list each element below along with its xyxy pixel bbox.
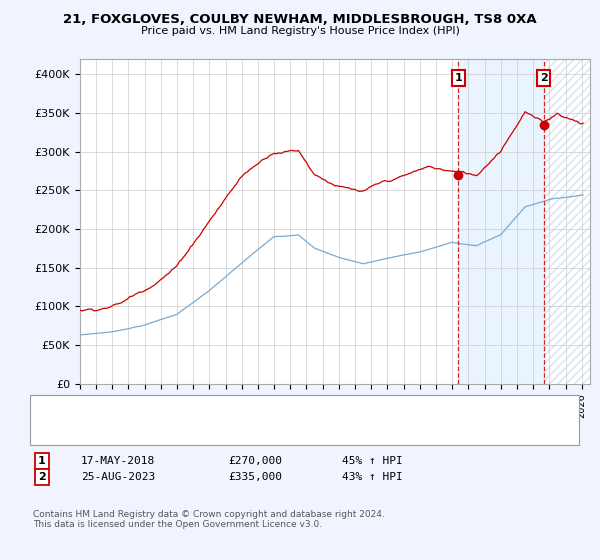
Text: 17-MAY-2018: 17-MAY-2018 bbox=[81, 456, 155, 466]
Text: HPI: Average price, detached house, Middlesbrough: HPI: Average price, detached house, Midd… bbox=[81, 426, 339, 436]
Text: 1: 1 bbox=[454, 73, 462, 83]
Bar bbox=[544, 59, 590, 384]
Bar bbox=[458, 59, 544, 384]
Text: Contains HM Land Registry data © Crown copyright and database right 2024.
This d: Contains HM Land Registry data © Crown c… bbox=[33, 510, 385, 529]
Bar bbox=[544, 59, 590, 384]
Text: 2: 2 bbox=[540, 73, 548, 83]
Text: 21, FOXGLOVES, COULBY NEWHAM, MIDDLESBROUGH, TS8 0XA (detached house): 21, FOXGLOVES, COULBY NEWHAM, MIDDLESBRO… bbox=[81, 404, 490, 414]
Text: 2: 2 bbox=[38, 472, 46, 482]
Text: 1: 1 bbox=[38, 456, 46, 466]
Text: Price paid vs. HM Land Registry's House Price Index (HPI): Price paid vs. HM Land Registry's House … bbox=[140, 26, 460, 36]
Text: £335,000: £335,000 bbox=[228, 472, 282, 482]
Text: 21, FOXGLOVES, COULBY NEWHAM, MIDDLESBROUGH, TS8 0XA: 21, FOXGLOVES, COULBY NEWHAM, MIDDLESBRO… bbox=[63, 13, 537, 26]
Text: £270,000: £270,000 bbox=[228, 456, 282, 466]
Text: 45% ↑ HPI: 45% ↑ HPI bbox=[342, 456, 403, 466]
Text: 25-AUG-2023: 25-AUG-2023 bbox=[81, 472, 155, 482]
Text: 43% ↑ HPI: 43% ↑ HPI bbox=[342, 472, 403, 482]
